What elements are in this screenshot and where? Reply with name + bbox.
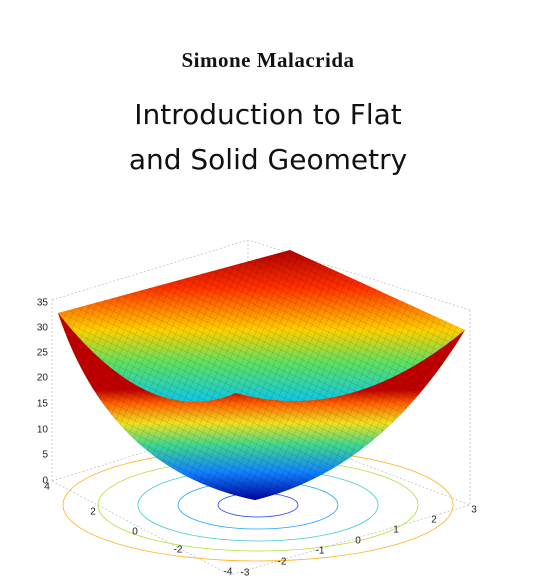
- y-tick-label: 1: [393, 525, 399, 536]
- y-tick-label: -3: [241, 568, 250, 579]
- z-tick-label: 30: [37, 323, 49, 334]
- y-tick-label: -2: [278, 557, 287, 568]
- y-tick-label: 2: [431, 515, 437, 526]
- x-tick-label: -2: [174, 545, 183, 556]
- surface-mesh: [58, 250, 465, 500]
- z-tick-label: 20: [37, 373, 49, 384]
- y-tick-label: 3: [471, 505, 477, 516]
- x-tick-label: 0: [132, 527, 138, 538]
- z-tick-label: 0: [42, 476, 48, 487]
- y-tick-label: 0: [355, 536, 361, 547]
- y-tick-label: -1: [316, 546, 325, 557]
- z-tick-label: 35: [37, 298, 49, 309]
- x-tick-label: 2: [90, 507, 96, 518]
- z-tick-label: 15: [37, 399, 49, 410]
- x-tick-label: 4: [44, 482, 50, 493]
- title-line: Introduction to Flat: [134, 98, 402, 131]
- x-tick-label: -4: [224, 567, 233, 578]
- z-tick-label: 5: [42, 450, 48, 461]
- author: Simone Malacrida: [181, 48, 355, 72]
- title-line: and Solid Geometry: [128, 143, 408, 176]
- z-tick-label: 10: [37, 425, 49, 436]
- z-tick-label: 25: [37, 348, 49, 359]
